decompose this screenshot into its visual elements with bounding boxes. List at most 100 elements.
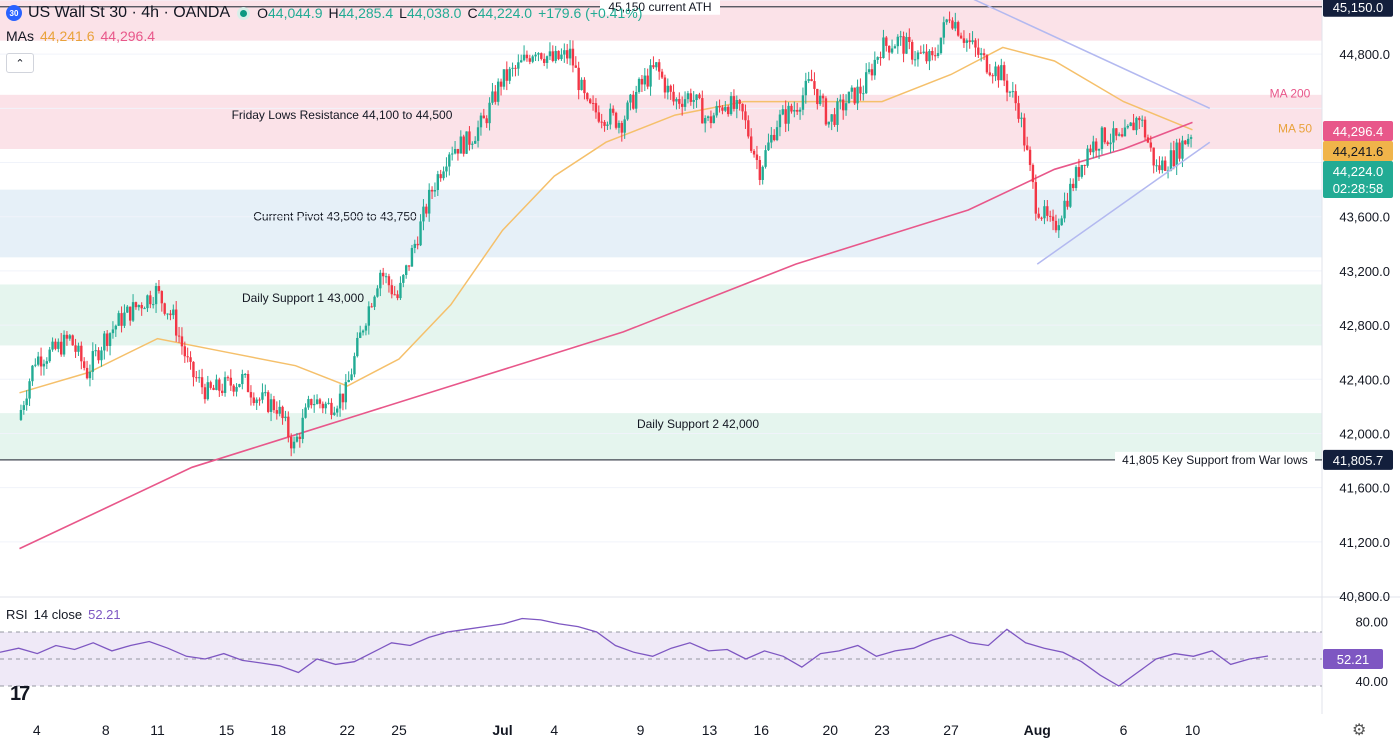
candle-body: [666, 85, 670, 93]
candle-body: [795, 109, 799, 112]
zone-label: Daily Support 2 42,000: [637, 417, 759, 431]
candle-body: [726, 106, 730, 115]
candle-body: [379, 272, 382, 289]
candle-body: [1181, 140, 1184, 159]
gear-icon[interactable]: ⚙: [1352, 722, 1367, 739]
candle-body: [951, 20, 954, 29]
candle-body: [1023, 117, 1026, 146]
rsi-legend[interactable]: RSI 14 close 52.21: [6, 607, 121, 622]
time-tick-label: 4: [550, 722, 558, 738]
candle-body: [85, 367, 89, 379]
time-tick-label: 27: [943, 722, 959, 738]
candle-body: [266, 392, 270, 412]
candle-body: [1083, 164, 1086, 166]
symbol-badge[interactable]: 30: [6, 5, 22, 21]
candle-body: [361, 330, 365, 333]
candle-body: [925, 51, 928, 62]
price-tick-label: 42,800.0: [1339, 318, 1390, 333]
candle-body: [1094, 141, 1098, 151]
candle-body: [456, 148, 460, 154]
candle-body: [335, 408, 339, 413]
candle-body: [844, 103, 848, 111]
candle-body: [821, 95, 825, 99]
candle-body: [448, 154, 451, 167]
candle-body: [157, 286, 161, 292]
candle-body: [594, 103, 598, 113]
candle-body: [364, 325, 368, 331]
candle-body: [1077, 167, 1081, 177]
candle-body: [131, 302, 135, 321]
candle-body: [827, 121, 831, 125]
candle-body: [643, 75, 647, 85]
symbol-title[interactable]: US Wall St 30 · 4h · OANDA: [28, 4, 231, 21]
candle-body: [534, 54, 537, 57]
chevron-up-icon[interactable]: ⌃: [6, 53, 34, 73]
candle-body: [899, 36, 902, 38]
candle-body: [916, 52, 920, 60]
candle-body: [1097, 149, 1101, 151]
candle-body: [847, 91, 851, 104]
rsi-pane: 80.00 40.00 52.21: [0, 615, 1388, 689]
candle-body: [617, 122, 621, 128]
candle-body: [246, 373, 250, 393]
candle-body: [186, 356, 189, 358]
candle-body: [284, 416, 287, 419]
candle-body: [790, 105, 793, 112]
ma-legend[interactable]: MAs 44,241.6 44,296.4: [6, 28, 155, 44]
candle-body: [836, 101, 839, 125]
candle-body: [577, 67, 580, 91]
candle-body: [922, 51, 925, 53]
candle-body: [1020, 117, 1023, 119]
levels-layer: 45,150 current ATH 41,805 Key Support fro…: [0, 0, 1322, 468]
candle-body: [482, 115, 486, 119]
candle-body: [712, 115, 716, 124]
candle-body: [724, 106, 727, 111]
candle-body: [200, 377, 204, 388]
candle-body: [264, 392, 267, 394]
countdown-tag: 02:28:58: [1333, 181, 1384, 196]
candle-body: [979, 53, 983, 55]
candle-body: [450, 153, 454, 155]
candle-body: [870, 69, 874, 76]
candle-body: [954, 22, 957, 29]
candle-body: [525, 54, 529, 59]
candle-body: [698, 94, 701, 99]
candle-body: [218, 379, 221, 391]
candle-body: [416, 243, 419, 246]
war-lows-price-tag: 41,805.7: [1333, 453, 1384, 468]
candle-body: [269, 399, 273, 412]
candle-body: [522, 54, 526, 61]
candle-body: [235, 386, 238, 392]
candle-body: [841, 99, 845, 111]
candle-body: [816, 88, 819, 105]
candle-body: [229, 377, 233, 386]
candle-body: [25, 398, 28, 406]
candle-body: [1115, 128, 1118, 136]
candle-body: [563, 50, 566, 55]
time-tick-label: 18: [270, 722, 286, 738]
ohlc-o-value: 44,044.9: [268, 5, 323, 21]
candle-body: [459, 136, 463, 154]
time-tick-label: 22: [339, 722, 355, 738]
candle-body: [465, 131, 468, 154]
trendlines-layer: [973, 0, 1211, 265]
candle-body: [583, 79, 586, 94]
ohlc-c-value: 44,224.0: [477, 5, 533, 21]
candle-body: [212, 387, 215, 390]
candle-body: [59, 341, 63, 355]
candle-body: [738, 100, 741, 104]
candle-body: [324, 403, 327, 409]
candle-body: [1120, 134, 1124, 137]
candle-body: [390, 285, 394, 295]
candle-body: [853, 87, 856, 104]
candle-body: [1046, 206, 1049, 216]
candle-body: [1109, 142, 1112, 145]
candle-body: [560, 54, 563, 60]
tradingview-logo-icon[interactable]: 17: [10, 683, 30, 705]
candle-body: [344, 382, 348, 403]
candle-body: [548, 51, 552, 57]
candle-body: [758, 159, 762, 180]
candle-body: [528, 58, 532, 62]
candle-body: [427, 189, 431, 214]
